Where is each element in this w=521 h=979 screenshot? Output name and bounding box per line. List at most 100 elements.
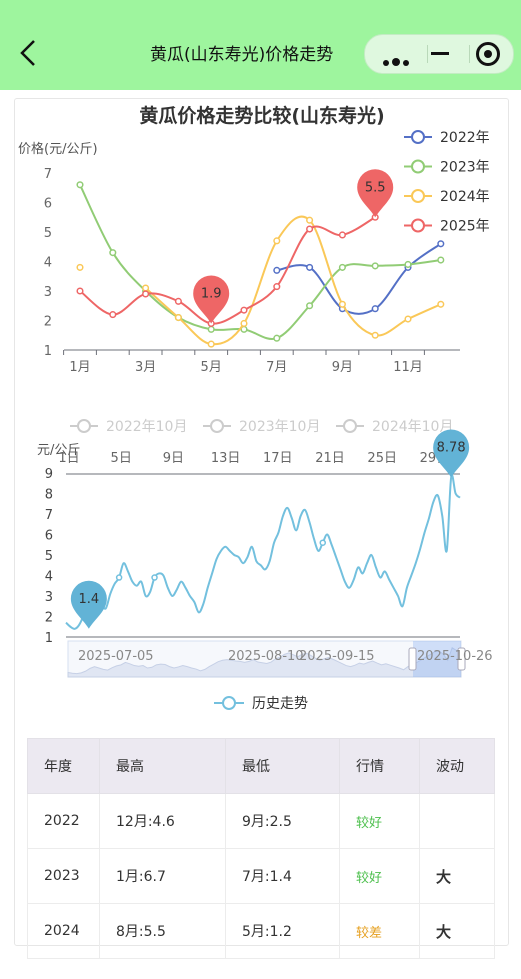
y-tick-label: 3: [44, 285, 52, 300]
legend-symbol-inactive: [343, 419, 357, 433]
data-point: [338, 231, 346, 239]
data-point: [306, 216, 314, 224]
top-tick-label: 17日: [263, 451, 293, 466]
legend-symbol: [411, 130, 425, 144]
y-tick-label: 6: [45, 529, 53, 544]
y-axis-label: 价格(元/公斤): [18, 141, 98, 157]
legend-symbol: [222, 696, 236, 710]
legend-label: 2024年: [440, 189, 490, 205]
x-tick-label: 11月: [393, 360, 423, 375]
chevron-left-icon[interactable]: [16, 38, 42, 68]
legend-symbol: [411, 159, 425, 174]
data-point: [404, 315, 412, 323]
data-point: [371, 262, 379, 270]
data-point: [404, 260, 412, 269]
chart-title: 黄瓜价格走势比较(山东寿光): [139, 104, 384, 127]
data-point: [142, 290, 150, 298]
slider-date-label: 2025-07-05: [78, 649, 154, 664]
data-point: [76, 263, 84, 271]
yearly-comparison-chart: 黄瓜价格走势比较(山东寿光) 价格(元/公斤) 1 2 3 4 5 6 7 1月 3月 5月 7月 9…: [18, 104, 490, 375]
marker-pin: 1.9: [193, 275, 230, 324]
top-tick-label: 5日: [111, 451, 132, 466]
zoom-slider-handle-right: [457, 647, 466, 671]
legend-symbol: [411, 189, 425, 203]
data-point: [371, 305, 379, 313]
data-point: [151, 574, 158, 581]
x-tick-label: 5月: [201, 360, 222, 375]
legend-symbol-inactive: [77, 419, 91, 433]
close-icon[interactable]: [476, 42, 500, 66]
marker-pin-label: 1.9: [201, 286, 222, 301]
legend-label-inactive: 2023年10月: [239, 419, 320, 435]
slider-date-label: 2025-09-15: [299, 649, 375, 664]
y-tick-label: 6: [44, 197, 52, 212]
cell-high: 12月:4.6: [99, 793, 226, 849]
series-line-2023年: [79, 184, 441, 341]
capsule-divider: [469, 45, 470, 63]
top-tick-label: 1日: [58, 451, 79, 466]
cell-volatility: 大: [419, 848, 495, 904]
cell-volatility: [419, 793, 495, 849]
legend-symbol: [411, 218, 425, 233]
slider-date-label: 2025-08-10: [228, 649, 304, 664]
nav-bar: 黄瓜(山东寿光)价格走势: [0, 0, 521, 90]
zoom-slider-window: [413, 641, 461, 677]
cell-low: 9月:2.5: [225, 793, 340, 849]
top-tick-label: 9日: [163, 451, 184, 466]
data-point: [273, 237, 281, 245]
x-tick-label: 7月: [266, 360, 287, 375]
data-point: [273, 283, 281, 291]
data-point: [319, 539, 327, 546]
cell-year: 2023: [27, 848, 100, 904]
y-tick-label: 2: [44, 315, 52, 330]
mini-program-capsule: [364, 34, 514, 74]
marker-pin-min: 1.4: [70, 580, 107, 629]
col-header-volatility: 波动: [419, 738, 495, 794]
marker-pin-max-label: 8.78: [437, 441, 466, 456]
y-tick-label: 7: [44, 167, 52, 182]
data-point: [273, 334, 281, 342]
col-header-trend: 行情: [339, 738, 420, 794]
y-tick-label: 7: [45, 508, 53, 523]
data-point: [240, 319, 248, 328]
cell-low: 5月:1.2: [225, 903, 340, 959]
cell-trend: 较差: [339, 903, 420, 959]
table-row: 2022 12月:4.6 9月:2.5 较好: [27, 793, 495, 849]
cell-year: 2022: [27, 793, 100, 849]
data-point: [437, 300, 445, 308]
data-point: [207, 340, 215, 348]
series-line-2025年: [79, 216, 376, 325]
y-tick-label: 2: [45, 611, 53, 626]
marker-pin-shape: [193, 275, 230, 324]
data-point: [371, 331, 379, 339]
data-point: [437, 240, 445, 248]
data-point: [174, 297, 182, 305]
marker-pin-max-shape: [433, 429, 470, 478]
legend-label: 历史走势: [252, 696, 308, 712]
stats-table: 年度 最高 最低 行情 波动 2022 12月:4.6 9月:2.5 较好 20…: [27, 738, 495, 959]
marker-pin: 5.5: [357, 169, 394, 218]
col-header-high: 最高: [99, 738, 226, 794]
data-point: [306, 263, 314, 271]
cell-year: 2024: [27, 903, 100, 959]
cell-trend: 较好: [339, 793, 420, 849]
data-point: [273, 266, 281, 274]
series-line-2024年: [144, 215, 442, 346]
top-tick-label: 25日: [367, 451, 397, 466]
marker-pin-min-label: 1.4: [79, 592, 100, 607]
data-point: [142, 284, 150, 292]
more-icon[interactable]: [383, 51, 412, 70]
legend-label: 2022年: [440, 130, 490, 146]
marker-pin-label: 5.5: [365, 180, 386, 195]
legend-label: 2023年: [440, 160, 490, 176]
data-point: [338, 300, 346, 308]
y-tick-label: 4: [45, 570, 53, 585]
top-tick-label: 13日: [211, 451, 241, 466]
data-point: [76, 181, 84, 189]
minimize-icon[interactable]: [431, 52, 449, 55]
data-point: [240, 306, 248, 314]
y-tick-label: 8: [45, 488, 53, 503]
col-header-low: 最低: [225, 738, 340, 794]
table-row: 2023 1月:6.7 7月:1.4 较好 大: [27, 848, 495, 904]
data-point: [115, 574, 123, 581]
